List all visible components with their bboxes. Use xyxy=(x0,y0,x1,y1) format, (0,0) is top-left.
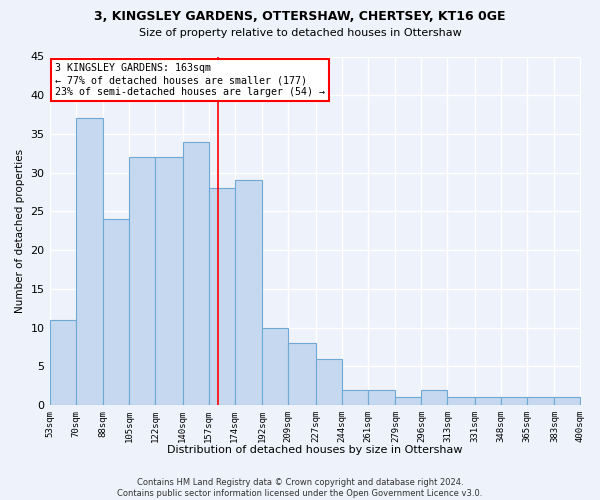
Bar xyxy=(316,358,342,405)
Bar xyxy=(235,180,262,405)
Bar xyxy=(262,328,288,405)
Y-axis label: Number of detached properties: Number of detached properties xyxy=(15,148,25,313)
Bar xyxy=(182,142,209,405)
Text: 3, KINGSLEY GARDENS, OTTERSHAW, CHERTSEY, KT16 0GE: 3, KINGSLEY GARDENS, OTTERSHAW, CHERTSEY… xyxy=(94,10,506,23)
Bar xyxy=(395,398,421,405)
Bar xyxy=(554,398,580,405)
Bar xyxy=(501,398,527,405)
Bar xyxy=(368,390,395,405)
Bar xyxy=(50,320,76,405)
Bar xyxy=(155,157,182,405)
Bar xyxy=(129,157,155,405)
Bar xyxy=(76,118,103,405)
Text: 3 KINGSLEY GARDENS: 163sqm
← 77% of detached houses are smaller (177)
23% of sem: 3 KINGSLEY GARDENS: 163sqm ← 77% of deta… xyxy=(55,64,325,96)
Bar xyxy=(475,398,501,405)
Bar xyxy=(421,390,448,405)
Bar xyxy=(209,188,235,405)
Bar xyxy=(342,390,368,405)
X-axis label: Distribution of detached houses by size in Ottershaw: Distribution of detached houses by size … xyxy=(167,445,463,455)
Bar xyxy=(527,398,554,405)
Bar xyxy=(288,343,316,405)
Bar xyxy=(103,219,129,405)
Bar xyxy=(448,398,475,405)
Text: Contains HM Land Registry data © Crown copyright and database right 2024.
Contai: Contains HM Land Registry data © Crown c… xyxy=(118,478,482,498)
Text: Size of property relative to detached houses in Ottershaw: Size of property relative to detached ho… xyxy=(139,28,461,38)
